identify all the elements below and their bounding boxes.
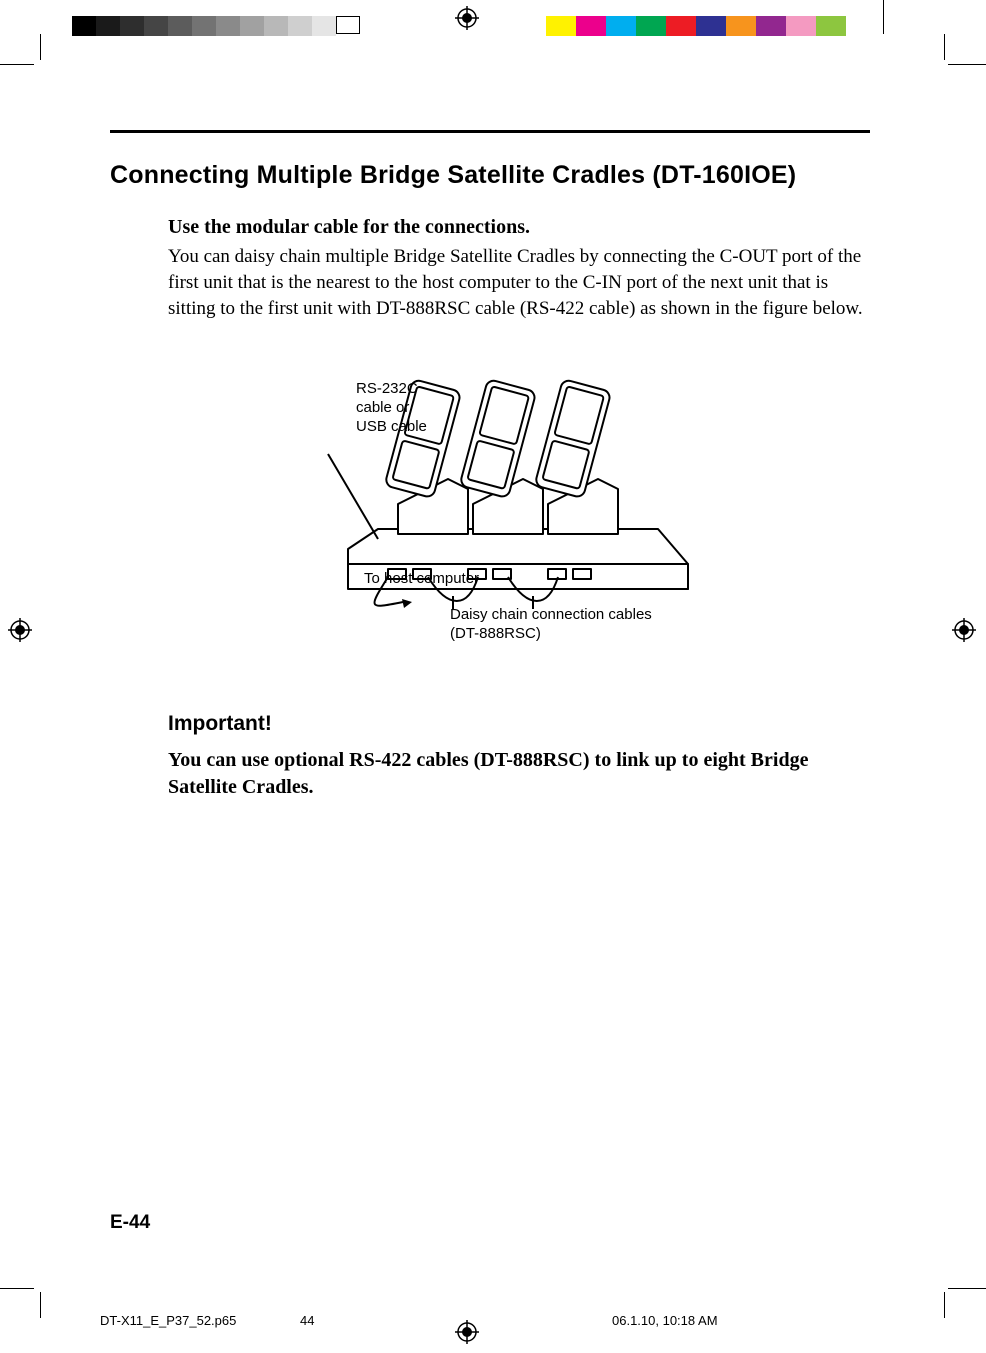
color-swatch <box>636 16 666 36</box>
color-swatch <box>816 16 846 36</box>
footer-folio: 44 <box>300 1313 314 1328</box>
color-swatch <box>696 16 726 36</box>
footer-filename: DT-X11_E_P37_52.p65 <box>100 1313 236 1328</box>
color-swatch <box>576 16 606 36</box>
color-swatch <box>96 16 120 36</box>
crop-mark <box>948 64 986 65</box>
important-heading: Important! <box>168 710 868 739</box>
color-swatch <box>666 16 696 36</box>
registration-mark-icon <box>455 6 479 30</box>
print-footer: DT-X11_E_P37_52.p65 44 06.1.10, 10:18 AM <box>0 1311 986 1335</box>
important-body: You can use optional RS-422 cables (DT-8… <box>168 747 868 801</box>
color-swatch <box>288 16 312 36</box>
color-swatch <box>264 16 288 36</box>
color-swatch <box>72 16 96 36</box>
lead-sentence: Use the modular cable for the connection… <box>168 214 868 242</box>
horizontal-rule <box>110 130 870 133</box>
color-swatch <box>216 16 240 36</box>
page-title: Connecting Multiple Bridge Satellite Cra… <box>110 161 875 190</box>
cradle-figure: RS-232C cable or USB cable To host compu… <box>168 364 868 664</box>
body-text-block: Use the modular cable for the connection… <box>168 214 868 801</box>
color-swatch <box>756 16 786 36</box>
page-content: Connecting Multiple Bridge Satellite Cra… <box>40 80 945 1280</box>
color-swatch <box>240 16 264 36</box>
color-swatch <box>168 16 192 36</box>
crop-mark <box>948 1288 986 1289</box>
crop-mark <box>0 64 34 65</box>
crop-mark <box>944 34 945 60</box>
color-swatch <box>726 16 756 36</box>
registration-mark-icon <box>8 618 32 642</box>
crop-mark <box>0 1288 34 1289</box>
color-swatch <box>786 16 816 36</box>
color-swatch <box>312 16 336 36</box>
figure-label-daisy: Daisy chain connection cables (DT-888RSC… <box>450 606 652 644</box>
crop-mark <box>40 34 41 60</box>
registration-mark-icon <box>952 618 976 642</box>
color-swatch <box>192 16 216 36</box>
description-paragraph: You can daisy chain multiple Bridge Sate… <box>168 244 868 323</box>
color-swatch <box>546 16 576 36</box>
figure-label-cable: RS-232C cable or USB cable <box>356 380 427 436</box>
footer-date: 06.1.10, 10:18 AM <box>612 1313 718 1328</box>
color-swatch <box>336 16 360 34</box>
page-number: E-44 <box>110 1212 150 1234</box>
color-swatch <box>144 16 168 36</box>
crop-mark <box>883 0 884 34</box>
color-swatch <box>606 16 636 36</box>
printer-color-bar <box>0 8 986 36</box>
figure-label-host: To host computer <box>364 570 479 589</box>
color-swatch <box>120 16 144 36</box>
